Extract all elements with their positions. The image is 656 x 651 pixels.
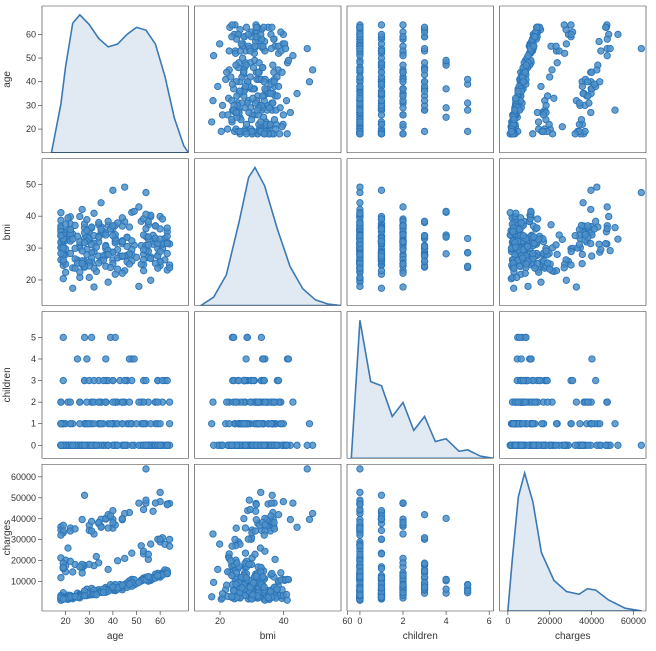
xlabel-age: age — [107, 631, 124, 642]
xtick-charges-40000: 40000 — [579, 616, 604, 626]
xtick-charges-0: 0 — [505, 616, 510, 626]
ylabel-children: children — [2, 367, 13, 402]
xtick-age-60: 60 — [155, 616, 165, 626]
xlabel-children: children — [403, 631, 438, 642]
xtick-children-2: 2 — [401, 616, 406, 626]
ytick-children-0: 0 — [31, 440, 36, 450]
ytick-children-3: 3 — [31, 376, 36, 386]
ytick-charges-30000: 30000 — [11, 535, 36, 545]
ytick-bmi-20: 20 — [26, 275, 36, 285]
ytick-charges-60000: 60000 — [11, 472, 36, 482]
xtick-children-4: 4 — [444, 616, 449, 626]
xtick-bmi-20: 20 — [215, 616, 225, 626]
ytick-bmi-30: 30 — [26, 243, 36, 253]
ylabel-bmi: bmi — [2, 224, 13, 240]
ylabel-age: age — [2, 71, 13, 88]
ytick-age-60: 60 — [26, 29, 36, 39]
ytick-children-2: 2 — [31, 397, 36, 407]
ytick-children-1: 1 — [31, 419, 36, 429]
ytick-charges-40000: 40000 — [11, 514, 36, 524]
ytick-charges-10000: 10000 — [11, 577, 36, 587]
ytick-age-20: 20 — [26, 124, 36, 134]
ytick-bmi-50: 50 — [26, 179, 36, 189]
ytick-children-5: 5 — [31, 332, 36, 342]
xtick-charges-20000: 20000 — [537, 616, 562, 626]
xtick-children-0: 0 — [357, 616, 362, 626]
ytick-age-30: 30 — [26, 100, 36, 110]
xtick-age-20: 20 — [61, 616, 71, 626]
ytick-children-4: 4 — [31, 354, 36, 364]
xtick-bmi-60: 60 — [342, 616, 352, 626]
xtick-age-40: 40 — [108, 616, 118, 626]
ytick-bmi-40: 40 — [26, 211, 36, 221]
xtick-age-30: 30 — [84, 616, 94, 626]
xtick-age-50: 50 — [132, 616, 142, 626]
ytick-age-50: 50 — [26, 53, 36, 63]
ytick-charges-50000: 50000 — [11, 493, 36, 503]
xlabel-charges: charges — [555, 631, 591, 642]
pairplot-grid: 2030405060age20304050bmi012345children20… — [0, 0, 656, 651]
xtick-children-6: 6 — [487, 616, 492, 626]
xlabel-bmi: bmi — [260, 631, 276, 642]
ylabel-charges: charges — [2, 520, 13, 556]
xtick-charges-60000: 60000 — [621, 616, 646, 626]
xtick-bmi-40: 40 — [279, 616, 289, 626]
ytick-age-40: 40 — [26, 77, 36, 87]
ytick-charges-20000: 20000 — [11, 556, 36, 566]
